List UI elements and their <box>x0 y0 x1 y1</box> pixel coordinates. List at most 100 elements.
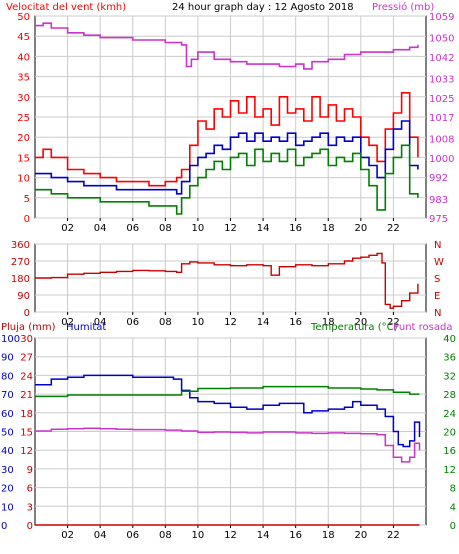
temperature-tick: 28 <box>443 390 456 401</box>
temperature-tick: 32 <box>443 371 456 382</box>
humidity-tick: 100 <box>1 334 20 345</box>
direction-tick: 270 <box>11 257 30 268</box>
wind-speed-tick: 10 <box>17 174 30 185</box>
panel1-xtick-label: 16 <box>289 223 302 234</box>
pressure-tick: 975 <box>429 214 448 225</box>
temperature-tick: 24 <box>443 409 456 420</box>
humidity-tick: 50 <box>1 428 14 439</box>
humidity-tick: 60 <box>1 409 14 420</box>
wind-speed-series <box>35 92 419 187</box>
pressure-tick: 1000 <box>429 154 454 165</box>
pressure-series <box>35 22 419 70</box>
panel1-xtick-label: 12 <box>224 223 237 234</box>
humidity-tick: 10 <box>1 502 14 513</box>
rain-tick: 24 <box>20 371 33 382</box>
panel2-xtick-label: 16 <box>289 317 302 328</box>
humidity-tick: 70 <box>1 390 14 401</box>
page-title: 24 hour graph day : 12 Agosto 2018 <box>172 2 354 13</box>
panel3-xtick-label: 18 <box>322 530 335 541</box>
direction-letter: S <box>434 274 440 285</box>
panel1-xtick-label: 10 <box>192 223 205 234</box>
direction-tick: 90 <box>17 291 30 302</box>
panel2-xtick-label: 22 <box>387 317 400 328</box>
panel3-xtick-label: 04 <box>94 530 107 541</box>
panel2-xtick-label: 06 <box>126 317 139 328</box>
panel2-xtick-label: 02 <box>61 317 74 328</box>
humidity-tick: 80 <box>1 371 14 382</box>
rain-tick: 15 <box>20 428 33 439</box>
panel1-xtick-label: 20 <box>354 223 367 234</box>
direction-tick: 0 <box>24 308 30 319</box>
panel3-xtick-label: 06 <box>126 530 139 541</box>
rain-tick: 6 <box>27 484 33 495</box>
wind-speed-tick: 40 <box>17 52 30 63</box>
rain-tick: 12 <box>20 446 33 457</box>
humidity-tick: 30 <box>1 465 14 476</box>
panel2-xtick-label: 18 <box>322 317 335 328</box>
direction-tick: 180 <box>11 274 30 285</box>
wind-average-series <box>35 120 419 195</box>
temperature-axis-label: Temperatura (°C) <box>310 322 398 333</box>
temperature-series <box>35 385 420 398</box>
panel3-xtick-label: 22 <box>387 530 400 541</box>
wind-speed-axis-label: Velocitat del vent (kmh) <box>6 2 126 13</box>
pressure-tick: 1050 <box>429 34 454 45</box>
panel2-xtick-label: 10 <box>192 317 205 328</box>
wind-pressure-panel: 0510152025303540455097598399210001008101… <box>17 12 454 234</box>
wind-speed-tick: 25 <box>17 113 30 124</box>
wind-speed-tick: 45 <box>17 32 30 43</box>
wind-speed-tick: 20 <box>17 133 30 144</box>
rain-tick: 9 <box>27 465 33 476</box>
panel2-xtick-label: 04 <box>94 317 107 328</box>
humidity-tick: 40 <box>1 446 14 457</box>
pressure-tick: 1033 <box>429 75 454 86</box>
wind-speed-tick: 35 <box>17 73 30 84</box>
pressure-tick: 992 <box>429 173 448 184</box>
panel3-xtick-label: 02 <box>61 530 74 541</box>
direction-tick: 360 <box>11 240 30 251</box>
panel2-xtick-label: 20 <box>354 317 367 328</box>
humidity-series <box>35 374 421 448</box>
panel1-xtick-label: 04 <box>94 223 107 234</box>
rain-tick: 30 <box>20 334 33 345</box>
humidity-axis-label: Humitat <box>66 322 106 333</box>
panel3-xtick-label: 14 <box>257 530 270 541</box>
rain-axis-label: Pluja (mm) <box>1 322 56 333</box>
temperature-tick: 8 <box>450 484 456 495</box>
panel3-xtick-label: 20 <box>354 530 367 541</box>
pressure-tick: 1042 <box>429 53 454 64</box>
temperature-tick: 20 <box>443 428 456 439</box>
panel3-xtick-label: 12 <box>224 530 237 541</box>
panel2-xtick-label: 08 <box>159 317 172 328</box>
temperature-tick: 40 <box>443 334 456 345</box>
wind-direction-series <box>35 252 419 309</box>
panel1-xtick-label: 22 <box>387 223 400 234</box>
direction-letter: N <box>434 308 441 319</box>
temperature-tick: 36 <box>443 353 456 364</box>
wind-speed-tick: 50 <box>17 12 30 23</box>
wind-speed-tick: 0 <box>24 214 30 225</box>
rain-tick: 18 <box>20 409 33 420</box>
dewpoint-series <box>35 427 421 463</box>
rain-tick: 27 <box>20 353 33 364</box>
pressure-axis-label: Pressió (mb) <box>372 1 434 13</box>
temperature-tick: 4 <box>450 502 456 513</box>
rain-tick: 21 <box>20 390 33 401</box>
wind-speed-tick: 15 <box>17 153 30 164</box>
panel1-xtick-label: 18 <box>322 223 335 234</box>
wind-speed-tick: 5 <box>24 194 30 205</box>
rain-tick: 3 <box>27 502 33 513</box>
rain-tick: 0 <box>27 521 33 532</box>
temperature-tick: 16 <box>443 446 456 457</box>
dewpoint-axis-label: Punt rosada <box>393 322 452 333</box>
direction-letter: W <box>434 257 444 268</box>
pressure-tick: 1017 <box>429 113 454 124</box>
panel3-xtick-label: 16 <box>289 530 302 541</box>
panel1-xtick-label: 14 <box>257 223 270 234</box>
humidity-tick: 90 <box>1 353 14 364</box>
direction-letter: E <box>434 291 440 302</box>
pressure-tick: 983 <box>429 195 448 206</box>
